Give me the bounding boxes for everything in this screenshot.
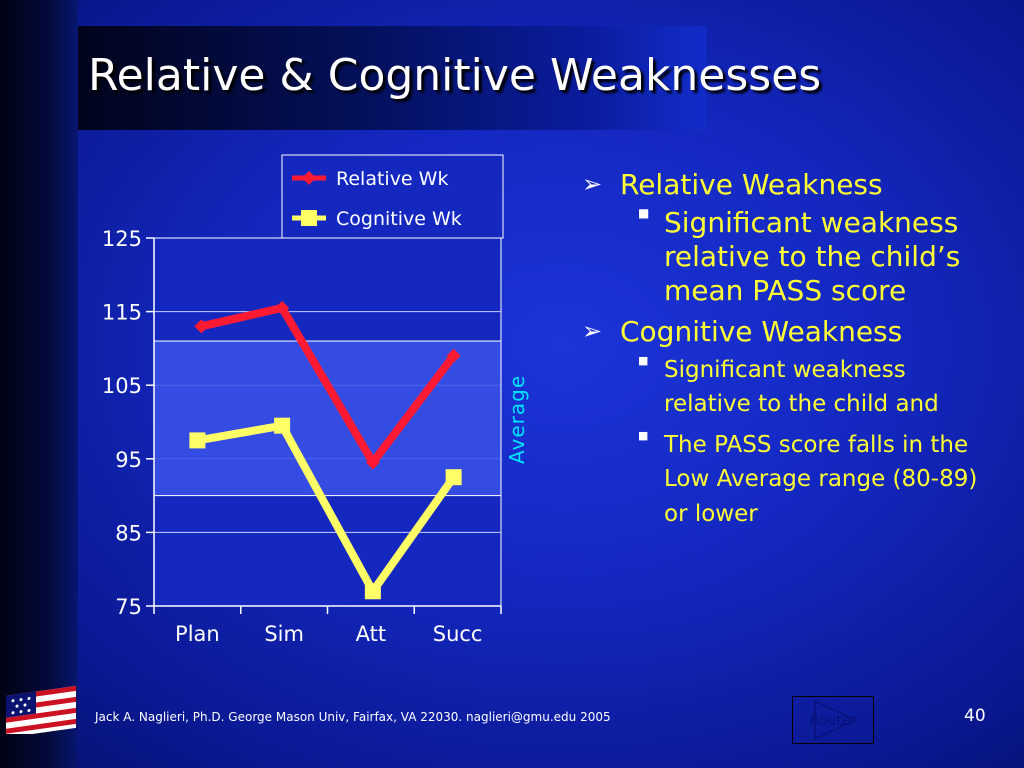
bullet-cognitive-weakness: ➢ Cognitive Weakness [582, 315, 982, 349]
series-group [189, 300, 462, 600]
y-tick-label-4: 85 [115, 521, 142, 545]
axes [146, 237, 502, 614]
square-bullet-icon: ■ [638, 353, 649, 367]
series-0-point-2 [365, 455, 380, 470]
router-nav-button[interactable]: Router [792, 696, 874, 744]
y-tick-label-0: 125 [102, 227, 142, 251]
series-1-point-1 [274, 417, 291, 434]
bullet-text: Relative Weakness [620, 168, 883, 201]
arrow-bullet-icon: ➢ [582, 170, 603, 198]
footer-text: Jack A. Naglieri, Ph.D. George Mason Uni… [95, 710, 611, 724]
y-tick-label-1: 115 [102, 301, 142, 325]
series-1-point-2 [364, 583, 381, 600]
x-tick-labels: Plan Sim Att Succ [175, 622, 482, 646]
us-flag-icon [6, 685, 76, 734]
y-tick-label-3: 95 [115, 448, 142, 472]
square-bullet-icon: ■ [638, 206, 650, 221]
play-arrow-icon [814, 699, 857, 741]
title-band [78, 26, 706, 130]
subbullet-text: Significant weakness relative to the chi… [664, 206, 961, 308]
x-tick-label-1: Sim [264, 622, 304, 646]
subbullet-relative-definition: ■ Significant weakness relative to the c… [582, 206, 982, 308]
x-tick-label-3: Succ [433, 622, 483, 646]
x-tick-label-2: Att [356, 622, 386, 646]
y-tick-labels: 125 115 105 95 85 75 [102, 227, 142, 619]
y-tick-label-2: 105 [102, 374, 142, 398]
page-number: 40 [964, 706, 986, 726]
series-0-point-0 [194, 319, 209, 334]
subbullet-low-average: ■ The PASS score falls in the Low Averag… [582, 428, 982, 532]
series-line-1 [196, 421, 457, 596]
arrow-bullet-icon: ➢ [582, 316, 603, 345]
series-line-0 [200, 303, 457, 467]
subbullet-text: Significant weakness relative to the chi… [664, 356, 939, 418]
bullet-list: ➢ Relative Weakness ■ Significant weakne… [582, 168, 982, 537]
legend-marker-1 [301, 210, 317, 226]
square-bullet-icon: ■ [638, 428, 649, 442]
average-band-label: Average [505, 375, 529, 464]
left-decorative-strip [0, 0, 78, 768]
legend-box [281, 154, 504, 239]
series-1-point-3 [445, 469, 462, 486]
legend-label-0: Relative Wk [336, 168, 448, 190]
legend-marker-0 [302, 171, 316, 185]
router-button-label: Router [809, 713, 857, 729]
bullet-text: Cognitive Weakness [620, 314, 903, 348]
series-0-point-3 [446, 348, 461, 363]
subbullet-cognitive-definition: ■ Significant weakness relative to the c… [582, 353, 982, 422]
series-0-point-1 [275, 300, 290, 315]
subbullet-text: The PASS score falls in the Low Average … [664, 431, 978, 527]
bullet-relative-weakness: ➢ Relative Weakness [582, 168, 982, 202]
y-tick-label-5: 75 [115, 595, 142, 619]
x-tick-label-0: Plan [175, 622, 220, 646]
slide-title: Relative & Cognitive Weaknesses [88, 50, 822, 101]
legend-label-1: Cognitive Wk [336, 208, 462, 230]
legend: Relative Wk Cognitive Wk [281, 154, 504, 239]
series-1-point-0 [189, 432, 206, 449]
